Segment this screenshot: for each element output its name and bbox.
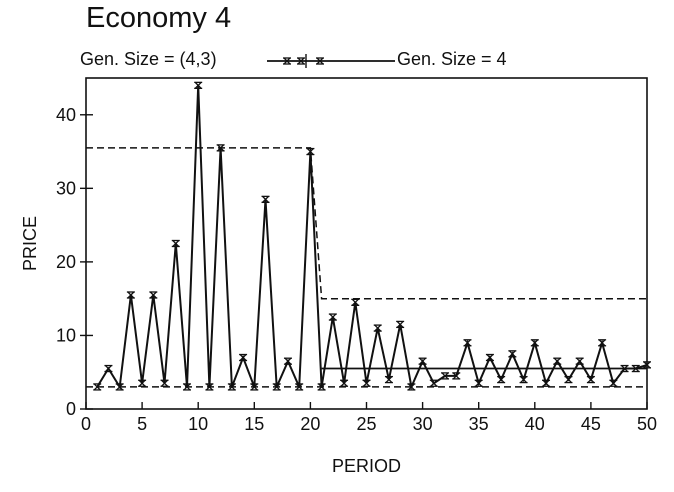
series-line-upper-bound [86,148,647,299]
x-tick-label: 10 [188,414,208,434]
y-tick-label: 20 [56,252,76,272]
y-tick-label: 30 [56,178,76,198]
x-tick-label: 50 [637,414,657,434]
data-point-marker [564,377,572,383]
legend-sample [267,54,395,68]
x-tick-label: 0 [81,414,91,434]
x-tick-label: 25 [356,414,376,434]
x-tick-label: 5 [137,414,147,434]
axes: 0 5 10 15 20 25 30 35 40 45 50 0 10 20 30 40 [56,105,657,434]
x-tick-label: 45 [581,414,601,434]
y-tick-label: 40 [56,105,76,125]
series-line-gen-size-4-3 [97,85,647,387]
x-tick-label: 15 [244,414,264,434]
x-tick-label: 20 [300,414,320,434]
y-tick-label: 10 [56,325,76,345]
series-markers [93,82,651,390]
y-tick-label: 0 [66,399,76,419]
series-layer [86,82,651,390]
y-axis-title: PRICE [20,216,40,271]
plot-frame [86,78,647,409]
x-tick-label: 40 [525,414,545,434]
data-point-marker [576,358,584,364]
x-tick-label: 35 [469,414,489,434]
x-axis-title: PERIOD [332,456,401,476]
x-tick-label: 30 [413,414,433,434]
data-point-marker [104,366,112,372]
